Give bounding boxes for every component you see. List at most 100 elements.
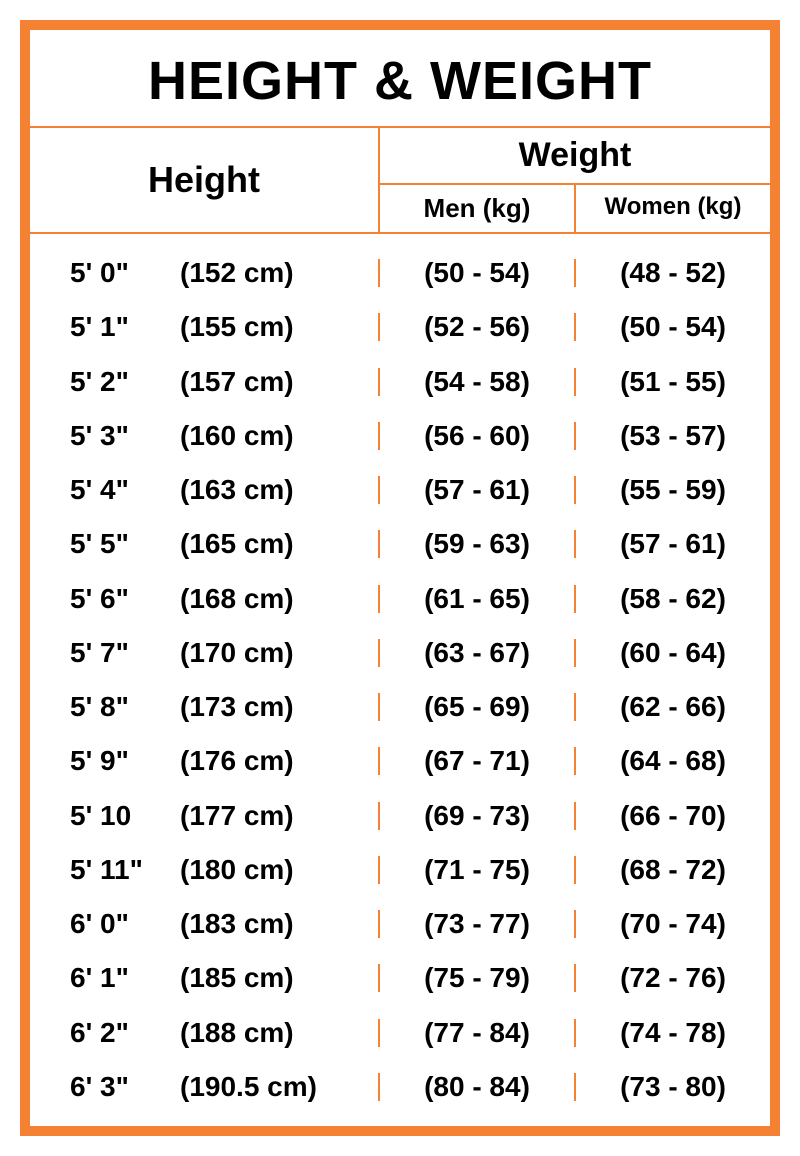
- height-cm: (183 cm): [180, 910, 378, 938]
- table-row: 5' 11"(180 cm)(71 - 75)(68 - 72): [30, 853, 770, 887]
- cell-women: (50 - 54): [576, 313, 770, 341]
- table-row: 5' 0"(152 cm)(50 - 54)(48 - 52): [30, 256, 770, 290]
- table-row: 5' 2"(157 cm)(54 - 58)(51 - 55): [30, 365, 770, 399]
- cell-women: (55 - 59): [576, 476, 770, 504]
- table-body: 5' 0"(152 cm)(50 - 54)(48 - 52)5' 1"(155…: [30, 232, 770, 1126]
- cell-women: (66 - 70): [576, 802, 770, 830]
- cell-height: 5' 10(177 cm): [30, 802, 380, 830]
- table-row: 5' 4"(163 cm)(57 - 61)(55 - 59): [30, 473, 770, 507]
- height-cm: (165 cm): [180, 530, 378, 558]
- header-height: Height: [30, 128, 380, 232]
- cell-men: (52 - 56): [380, 313, 576, 341]
- table-row: 6' 3"(190.5 cm)(80 - 84)(73 - 80): [30, 1070, 770, 1104]
- cell-men: (61 - 65): [380, 585, 576, 613]
- cell-men: (57 - 61): [380, 476, 576, 504]
- cell-women: (74 - 78): [576, 1019, 770, 1047]
- table-row: 5' 10(177 cm)(69 - 73)(66 - 70): [30, 799, 770, 833]
- height-ft: 5' 7": [70, 639, 180, 667]
- height-ft: 5' 5": [70, 530, 180, 558]
- height-cm: (170 cm): [180, 639, 378, 667]
- table-row: 5' 5"(165 cm)(59 - 63)(57 - 61): [30, 527, 770, 561]
- cell-men: (75 - 79): [380, 964, 576, 992]
- header-weight-sub: Men (kg) Women (kg): [380, 185, 770, 232]
- cell-men: (54 - 58): [380, 368, 576, 396]
- page-title: HEIGHT & WEIGHT: [30, 30, 770, 126]
- header-men: Men (kg): [380, 185, 576, 232]
- height-cm: (185 cm): [180, 964, 378, 992]
- cell-women: (68 - 72): [576, 856, 770, 884]
- cell-men: (67 - 71): [380, 747, 576, 775]
- height-ft: 5' 1": [70, 313, 180, 341]
- table-header: Height Weight Men (kg) Women (kg): [30, 126, 770, 232]
- cell-women: (60 - 64): [576, 639, 770, 667]
- cell-height: 5' 3"(160 cm): [30, 422, 380, 450]
- height-cm: (168 cm): [180, 585, 378, 613]
- height-ft: 5' 9": [70, 747, 180, 775]
- cell-height: 5' 4"(163 cm): [30, 476, 380, 504]
- cell-height: 5' 2"(157 cm): [30, 368, 380, 396]
- height-ft: 6' 0": [70, 910, 180, 938]
- table-row: 5' 3"(160 cm)(56 - 60)(53 - 57): [30, 419, 770, 453]
- cell-men: (80 - 84): [380, 1073, 576, 1101]
- cell-men: (69 - 73): [380, 802, 576, 830]
- header-weight: Weight: [380, 128, 770, 185]
- height-cm: (160 cm): [180, 422, 378, 450]
- table-row: 6' 1"(185 cm)(75 - 79)(72 - 76): [30, 961, 770, 995]
- chart-frame: HEIGHT & WEIGHT Height Weight Men (kg) W…: [20, 20, 780, 1136]
- cell-men: (65 - 69): [380, 693, 576, 721]
- height-cm: (157 cm): [180, 368, 378, 396]
- cell-men: (56 - 60): [380, 422, 576, 450]
- table-row: 5' 8"(173 cm)(65 - 69)(62 - 66): [30, 690, 770, 724]
- table-row: 5' 6"(168 cm)(61 - 65)(58 - 62): [30, 582, 770, 616]
- height-ft: 5' 8": [70, 693, 180, 721]
- height-ft: 5' 0": [70, 259, 180, 287]
- cell-women: (53 - 57): [576, 422, 770, 450]
- table-row: 6' 2"(188 cm)(77 - 84)(74 - 78): [30, 1016, 770, 1050]
- cell-height: 6' 1"(185 cm): [30, 964, 380, 992]
- height-ft: 6' 1": [70, 964, 180, 992]
- cell-women: (70 - 74): [576, 910, 770, 938]
- cell-women: (57 - 61): [576, 530, 770, 558]
- cell-men: (77 - 84): [380, 1019, 576, 1047]
- cell-height: 6' 3"(190.5 cm): [30, 1073, 380, 1101]
- cell-women: (62 - 66): [576, 693, 770, 721]
- height-cm: (180 cm): [180, 856, 378, 884]
- cell-height: 6' 0"(183 cm): [30, 910, 380, 938]
- cell-women: (64 - 68): [576, 747, 770, 775]
- cell-men: (59 - 63): [380, 530, 576, 558]
- height-ft: 6' 3": [70, 1073, 180, 1101]
- cell-height: 5' 5"(165 cm): [30, 530, 380, 558]
- header-women: Women (kg): [576, 185, 770, 232]
- height-ft: 5' 11": [70, 856, 180, 884]
- height-cm: (190.5 cm): [180, 1073, 378, 1101]
- table-row: 6' 0"(183 cm)(73 - 77)(70 - 74): [30, 907, 770, 941]
- cell-women: (48 - 52): [576, 259, 770, 287]
- cell-height: 5' 1"(155 cm): [30, 313, 380, 341]
- height-ft: 5' 2": [70, 368, 180, 396]
- height-cm: (152 cm): [180, 259, 378, 287]
- cell-height: 5' 0"(152 cm): [30, 259, 380, 287]
- height-cm: (155 cm): [180, 313, 378, 341]
- cell-height: 5' 6"(168 cm): [30, 585, 380, 613]
- height-cm: (176 cm): [180, 747, 378, 775]
- height-ft: 6' 2": [70, 1019, 180, 1047]
- height-cm: (177 cm): [180, 802, 378, 830]
- height-ft: 5' 10: [70, 802, 180, 830]
- cell-men: (50 - 54): [380, 259, 576, 287]
- cell-height: 5' 8"(173 cm): [30, 693, 380, 721]
- cell-men: (71 - 75): [380, 856, 576, 884]
- height-ft: 5' 6": [70, 585, 180, 613]
- cell-women: (51 - 55): [576, 368, 770, 396]
- cell-women: (73 - 80): [576, 1073, 770, 1101]
- table-row: 5' 9"(176 cm)(67 - 71)(64 - 68): [30, 744, 770, 778]
- cell-height: 5' 7"(170 cm): [30, 639, 380, 667]
- height-ft: 5' 4": [70, 476, 180, 504]
- cell-height: 5' 9"(176 cm): [30, 747, 380, 775]
- cell-height: 6' 2"(188 cm): [30, 1019, 380, 1047]
- header-weight-group: Weight Men (kg) Women (kg): [380, 128, 770, 232]
- cell-men: (73 - 77): [380, 910, 576, 938]
- cell-height: 5' 11"(180 cm): [30, 856, 380, 884]
- height-cm: (173 cm): [180, 693, 378, 721]
- cell-women: (72 - 76): [576, 964, 770, 992]
- cell-women: (58 - 62): [576, 585, 770, 613]
